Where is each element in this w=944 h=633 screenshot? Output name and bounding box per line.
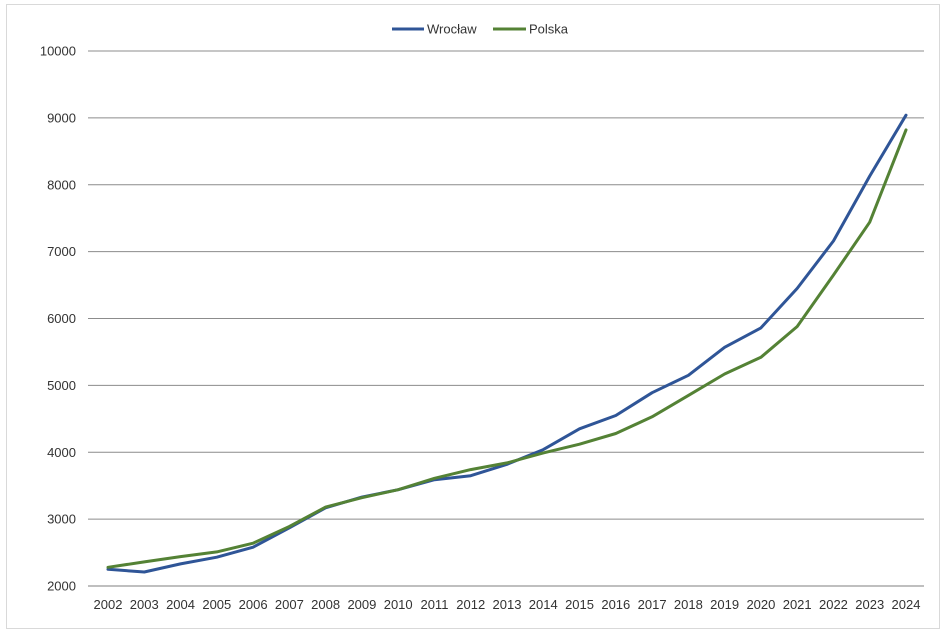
x-tick-label: 2017	[638, 597, 667, 612]
x-tick-label: 2018	[674, 597, 703, 612]
y-tick-label: 3000	[47, 512, 76, 527]
x-tick-label: 2009	[347, 597, 376, 612]
y-tick-label: 7000	[47, 244, 76, 259]
x-tick-label: 2023	[855, 597, 884, 612]
y-tick-label: 4000	[47, 445, 76, 460]
legend-label: Wrocław	[427, 22, 477, 37]
y-tick-label: 5000	[47, 378, 76, 393]
x-tick-label: 2006	[239, 597, 268, 612]
x-tick-label: 2015	[565, 597, 594, 612]
x-tick-label: 2010	[384, 597, 413, 612]
series-line-polska	[106, 128, 908, 569]
x-tick-label: 2007	[275, 597, 304, 612]
x-axis-ticks: 2002 2003 2004 2005 2006 2007 2008 2009 2010 2011…	[94, 597, 921, 612]
x-tick-label: 2004	[166, 597, 195, 612]
chart-frame	[6, 4, 940, 629]
x-tick-label: 2011	[420, 597, 448, 612]
x-tick-label: 2002	[94, 597, 123, 612]
x-tick-label: 2008	[311, 597, 340, 612]
legend-label: Polska	[529, 22, 569, 37]
x-tick-label: 2019	[710, 597, 739, 612]
x-tick-label: 2014	[529, 597, 558, 612]
series-line-wroclaw	[106, 113, 908, 574]
legend: Wrocław Polska	[392, 22, 569, 37]
x-tick-label: 2013	[493, 597, 522, 612]
series-lines	[106, 113, 908, 574]
x-tick-label: 2012	[456, 597, 485, 612]
x-tick-label: 2022	[819, 597, 848, 612]
x-tick-label: 2003	[130, 597, 159, 612]
x-tick-label: 2020	[746, 597, 775, 612]
y-axis-ticks: 2000 3000 4000 5000 6000 7000 8000 9000 10000	[40, 44, 76, 594]
grid-lines	[88, 50, 924, 587]
y-tick-label: 9000	[47, 110, 76, 125]
y-tick-label: 10000	[40, 44, 76, 59]
x-tick-label: 2016	[601, 597, 630, 612]
x-tick-label: 2021	[783, 597, 812, 612]
y-tick-label: 2000	[47, 579, 76, 594]
x-tick-label: 2024	[892, 597, 921, 612]
y-tick-label: 8000	[47, 177, 76, 192]
x-tick-label: 2005	[202, 597, 231, 612]
y-tick-label: 6000	[47, 311, 76, 326]
